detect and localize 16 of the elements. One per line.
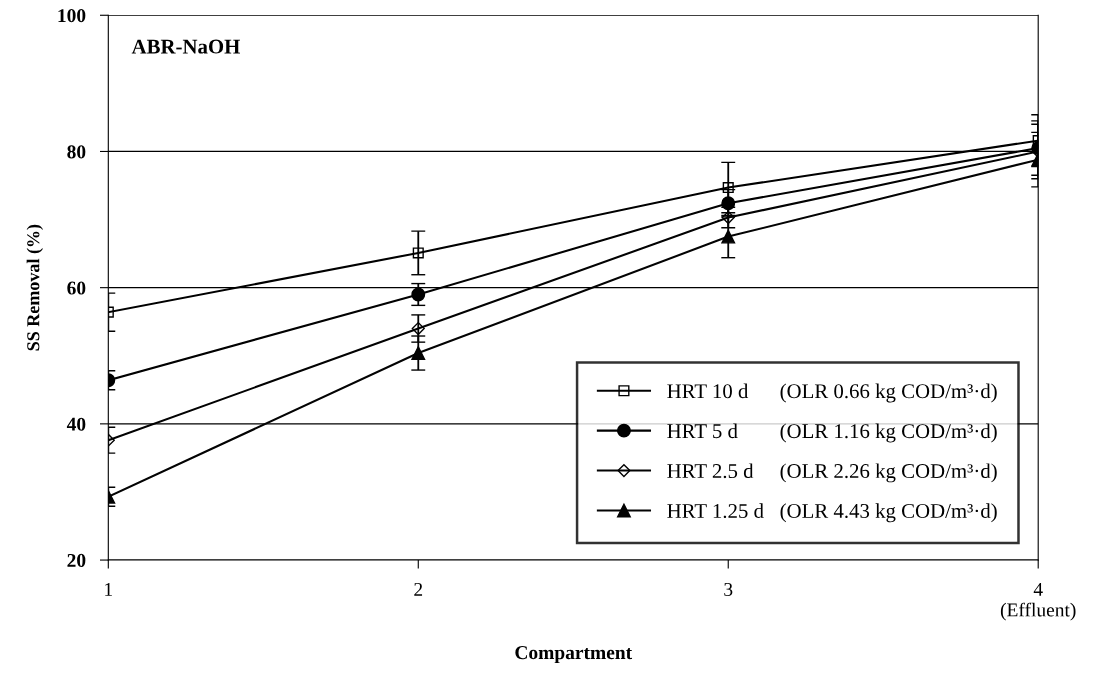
annotation: ABR-NaOH [131, 39, 240, 54]
legend-label: HRT 5 d (OLR 1.16 kg COD/m³·d) [667, 423, 997, 443]
y-tick-label: 100 [58, 9, 86, 23]
y-axis-title: SS Removal (%) [26, 224, 44, 351]
x-tick-label: 2 [414, 582, 423, 596]
y-tick-label: 80 [67, 145, 86, 159]
legend-label: HRT 1.25 d (OLR 4.43 kg COD/m³·d) [667, 503, 997, 523]
y-tick-label: 60 [67, 281, 86, 295]
x-tick-label: 3 [724, 582, 733, 596]
x-tick-label: 4 (Effluent) [1000, 582, 1076, 621]
x-tick-label: 1 [105, 582, 112, 596]
y-tick-label: 20 [67, 553, 86, 567]
legend-label: HRT 10 d (OLR 0.66 kg COD/m³·d) [667, 383, 997, 403]
y-tick-label: 40 [66, 417, 86, 431]
x-axis-title: Compartment [515, 646, 633, 664]
legend-label: HRT 2.5 d (OLR 2.26 kg COD/m³·d) [667, 463, 997, 483]
